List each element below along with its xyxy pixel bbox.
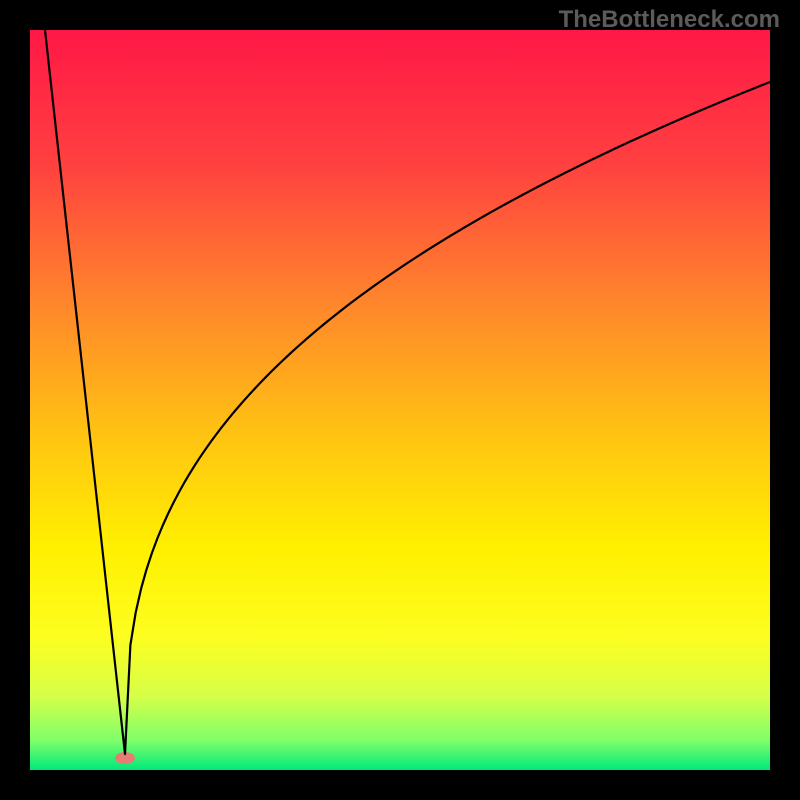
curve-layer xyxy=(30,30,770,770)
chart-container: { "watermark": "TheBottleneck.com", "cha… xyxy=(0,0,800,800)
plot-area xyxy=(30,30,770,770)
bottleneck-curve xyxy=(45,30,770,754)
